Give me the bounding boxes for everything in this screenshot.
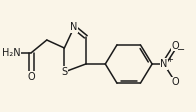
Text: H₂N: H₂N	[2, 48, 21, 58]
Text: N: N	[70, 22, 78, 32]
Text: S: S	[61, 67, 67, 77]
Text: +: +	[166, 55, 173, 64]
Text: −: −	[177, 45, 185, 55]
Text: O: O	[172, 77, 179, 87]
Text: N: N	[160, 59, 168, 69]
Text: O: O	[172, 41, 179, 51]
Text: O: O	[27, 72, 35, 82]
